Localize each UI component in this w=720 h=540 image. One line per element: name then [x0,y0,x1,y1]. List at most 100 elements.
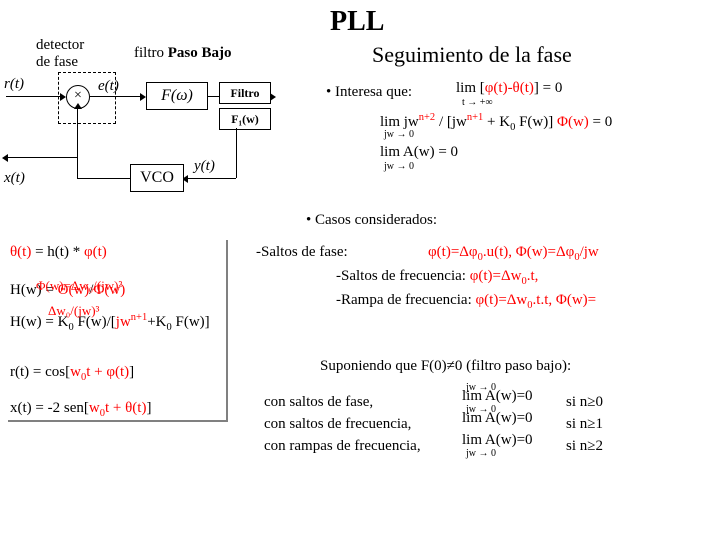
c1-a: -Saltos de fase: [256,244,348,260]
signal-r-label: r(t) [4,76,24,93]
c2-c: .t, [527,268,539,284]
f1-phi: φ(t) [84,244,107,260]
c1-d: Φ(w) [516,244,548,260]
c3-b: φ(t)=Δw [476,292,528,308]
sup-row1-label: con saltos de fase, [264,394,373,411]
f1-mid: = h(t) * [31,244,84,260]
c3-c: .t.t, [533,292,556,308]
line-down-to-vco [236,128,237,178]
line-vco-left [77,178,130,179]
formula-theta: θ(t) = h(t) * φ(t) [10,244,107,261]
formula-rt: r(t) = cos[w0t + φ(t)] [10,364,134,383]
filter-box: F(ω) [146,82,208,110]
sup-row1-under: jw → 0 [466,382,496,393]
c1-c: .u(t), [483,244,516,260]
case-ramp: -Rampa de frecuencia: φ(t)=Δw0.t.t, Φ(w)… [336,292,596,311]
left-underline [8,420,226,422]
page-title: PLL [330,6,384,38]
lim2-a: lim jw [380,114,419,130]
case-freq: -Saltos de frecuencia: φ(t)=Δw0.t, [336,268,538,287]
f1w-badge: F₁(w) [219,108,271,130]
sup-row3-under: jw → 0 [466,448,496,459]
c1-b: φ(t)=Δφ [428,244,478,260]
block-diagram: detector de fase filtro Paso Bajo r(t) ×… [22,42,290,212]
lim2-b: / [jw [435,114,467,130]
f4-phi: φ(t) [106,364,129,380]
lim1-a: lim [ [456,80,485,96]
lpf-word: filtro [134,45,164,61]
sup-row3-cond: si n≥2 [566,438,603,455]
r3-si: si n [566,438,587,454]
slide: PLL Seguimiento de la fase detector de f… [0,0,720,540]
lim2-exp: n+2 [419,112,435,123]
lim2-c: + K [483,114,510,130]
f5-e: ] [146,400,151,416]
lim2-e: = 0 [589,114,612,130]
f5-w: w [89,400,100,416]
lim2-expr: lim jwn+2 / [jwn+1 + K0 F(w)] Φ(w) = 0 [380,112,612,133]
sup-a: Suponiendo que F(0) [320,358,447,374]
f5-c: t + [105,400,125,416]
f5-theta: θ(t) [125,400,146,416]
sup-row3-lim: lim A(w)=0 [462,432,533,449]
formula-Hw2: H(w) = K0 F(w)/[jwn+1+K0 F(w)] [10,312,210,333]
f2-overlay: Φ(w)=Δw₀/(jw)² [36,278,122,294]
lim1-expr: lim [φ(t)-θ(t)] = 0 [456,80,562,97]
interesa-label: • Interesa que: [326,84,412,101]
arrow-r-to-mult [6,96,60,97]
lpf-bold: Paso Bajo [168,45,232,61]
f3-exp: n+1 [131,312,147,323]
r3-n: 2 [596,438,604,454]
lim1-under: t → +∞ [462,97,493,108]
sup-ne: ≠ [447,358,455,374]
detector-group-box [58,72,116,124]
f3-jw: jw [116,314,131,330]
sup-row1-cond: si n≥0 [566,394,603,411]
r2-ge: ≥ [587,416,595,432]
lim3-expr: lim A(w) = 0 [380,144,458,161]
f3-e: F(w)] [172,314,210,330]
lim3-under: jw → 0 [384,161,414,172]
arrow-to-vco [188,178,236,179]
signal-x-label: x(t) [4,170,25,187]
c3-a: -Rampa de frecuencia: [336,292,476,308]
filtro-badge: Filtro [219,82,271,104]
vco-box: VCO [130,164,184,192]
signal-y-label: y(t) [194,158,215,175]
f3-overlay: Δw₀/(jw)³ [48,303,99,319]
sup-row2-under: jw → 0 [466,404,496,415]
f3-d: +K [147,314,166,330]
detector-label-line1: detector [36,37,84,54]
f4-a: r(t) = cos[ [10,364,70,380]
sup-b: 0 (filtro paso bajo): [455,358,571,374]
lim2-exp2: n+1 [467,112,483,123]
page-subtitle: Seguimiento de la fase [372,42,572,68]
r1-ge: ≥ [587,394,595,410]
f1-theta: θ(t) [10,244,31,260]
c3-e: = [588,292,596,308]
f5-a: x(t) = -2 sen[ [10,400,89,416]
sup-row2-cond: si n≥1 [566,416,603,433]
c2-b: φ(t)=Δw [470,268,522,284]
lim1-b: ] = 0 [534,80,562,96]
left-vline [226,240,228,422]
sup-row3-label: con rampas de frecuencia, [264,438,421,455]
arrow-x-out [8,157,77,158]
f4-c: t + [86,364,106,380]
r3-ge: ≥ [587,438,595,454]
r1-si: si n [566,394,587,410]
c2-a: -Saltos de frecuencia: [336,268,470,284]
lim2-d: F(w)] [515,114,557,130]
lim2-under: jw → 0 [384,129,414,140]
lim1-phi: φ(t)-θ(t) [485,80,534,96]
r2-si: si n [566,416,587,432]
detector-label-line2: de fase [36,54,78,71]
formula-xt: x(t) = -2 sen[w0t + θ(t)] [10,400,151,419]
lpf-label: filtro Paso Bajo [134,45,232,62]
sup-row2-label: con saltos de frecuencia, [264,416,411,433]
f4-e: ] [129,364,134,380]
case-phase: -Saltos de fase: [256,244,348,261]
casos-header: • Casos considerados: [306,212,437,229]
suponiendo-header: Suponiendo que F(0)≠0 (filtro paso bajo)… [320,358,571,375]
case-phase-eq: φ(t)=Δφ0.u(t), Φ(w)=Δφ0/jw [428,244,599,263]
